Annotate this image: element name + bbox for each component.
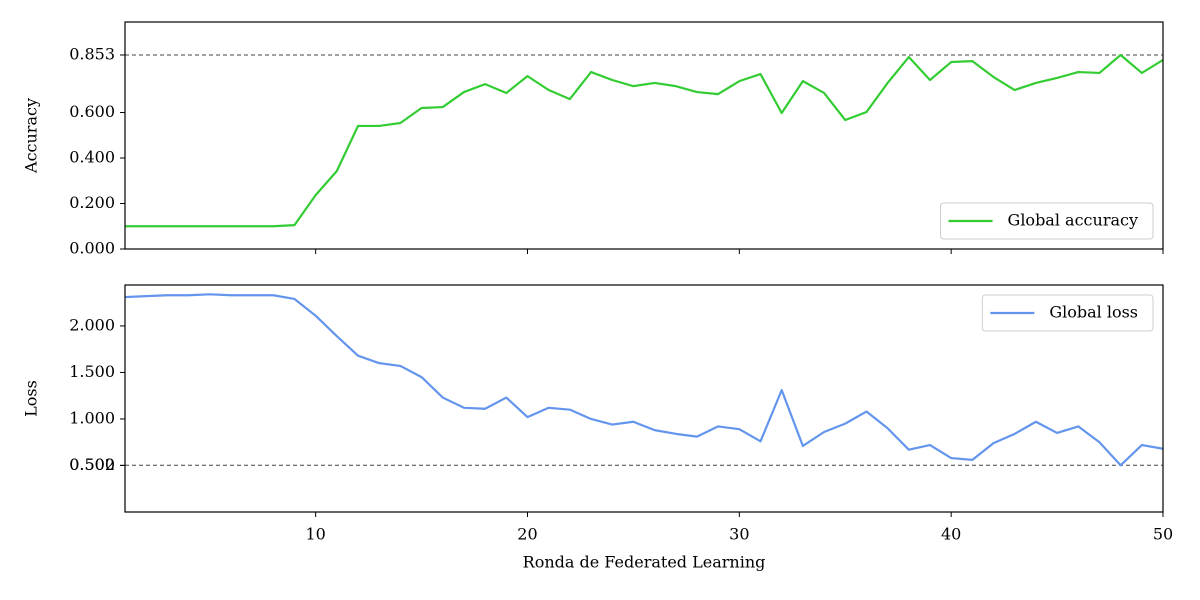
y-axis-label: Accuracy [22,98,41,174]
y-tick-label: 0.400 [69,148,115,167]
legend-box [981,294,1154,332]
x-axis-label: Ronda de Federated Learning [523,553,766,572]
legend: Global loss [981,294,1154,332]
y-axis-label: Loss [22,380,41,417]
legend: Global accuracy [940,202,1154,240]
axes-frame [124,21,1164,250]
x-tick-label: 40 [941,525,961,544]
data-line [125,53,1164,228]
y-tick-label: 2.000 [69,315,115,334]
y-tick-label: 0.500 [69,455,115,474]
legend-box [940,202,1154,240]
x-tick-label: 20 [517,525,537,544]
y-tick-label: 0.502 [69,455,115,474]
x-tick-label: 10 [305,525,325,544]
x-tick-label: 50 [1153,525,1173,544]
legend-label: Global loss [1049,303,1138,322]
y-tick-label: 0.000 [69,239,115,258]
legend-label: Global accuracy [1008,211,1138,230]
y-tick-label: 0.600 [69,102,115,121]
y-tick-label: 1.000 [69,408,115,427]
axes-frame [124,284,1164,513]
y-tick-label: 0.200 [69,193,115,212]
data-line [124,293,1164,467]
y-tick-label: 1.500 [69,362,115,381]
y-tick-label: 0.853 [69,44,115,63]
x-tick-label: 30 [729,525,749,544]
